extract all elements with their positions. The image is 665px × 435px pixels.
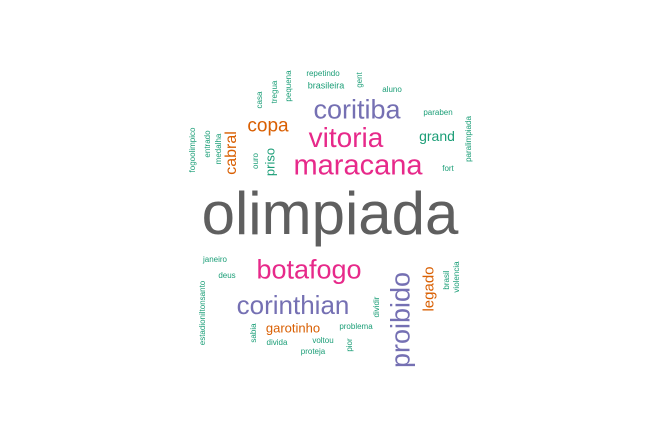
word-dividir: dividir [372,296,381,318]
word-problema: problema [339,322,373,331]
word-corinthian: corinthian [236,290,350,320]
word-repetindo: repetindo [306,69,340,78]
word-tregua: tregua [270,80,279,104]
word-deus: deus [218,271,236,280]
word-paralimpiada: paralimpiada [464,116,473,162]
word-cabral: cabral [223,131,240,175]
word-botafogo: botafogo [256,254,362,285]
word-legado: legado [420,266,438,312]
word-coritiba: coritiba [313,94,401,125]
word-divida: divida [266,338,288,347]
word-ouro: ouro [251,152,260,170]
word-entrado: entrado [203,130,212,158]
word-fort: fort [442,164,454,173]
word-sabia: sabia [249,323,258,343]
word-medalha: medalha [214,133,223,165]
word-copa: copa [247,115,289,137]
word-grand: grand [419,128,455,144]
word-paraben: paraben [423,108,453,117]
word-fogoolimpico: fogoolimpico [188,127,197,173]
word-priso: priso [262,147,278,177]
word-violencia: violencia [452,261,461,293]
word-janeiro: janeiro [202,255,228,264]
word-voltou: voltou [312,336,334,345]
word-estadionilton: estadioniltonsanto [198,280,207,346]
word-pior: pior [345,338,354,352]
word-gent: gent [355,72,364,88]
word-maracana: maracana [293,149,423,182]
word-proteja: proteja [300,347,326,356]
word-vitoria: vitoria [308,122,384,153]
word-garotinho: garotinho [265,320,321,336]
word-olimpiada: olimpiada [201,180,459,247]
word-pequena: pequena [284,70,293,102]
word-proibido: proibido [385,271,416,369]
word-casa: casa [255,91,264,109]
word-brasileira: brasileira [307,80,345,91]
word-brasil: brasil [442,270,451,290]
word-aluno: aluno [382,85,402,94]
